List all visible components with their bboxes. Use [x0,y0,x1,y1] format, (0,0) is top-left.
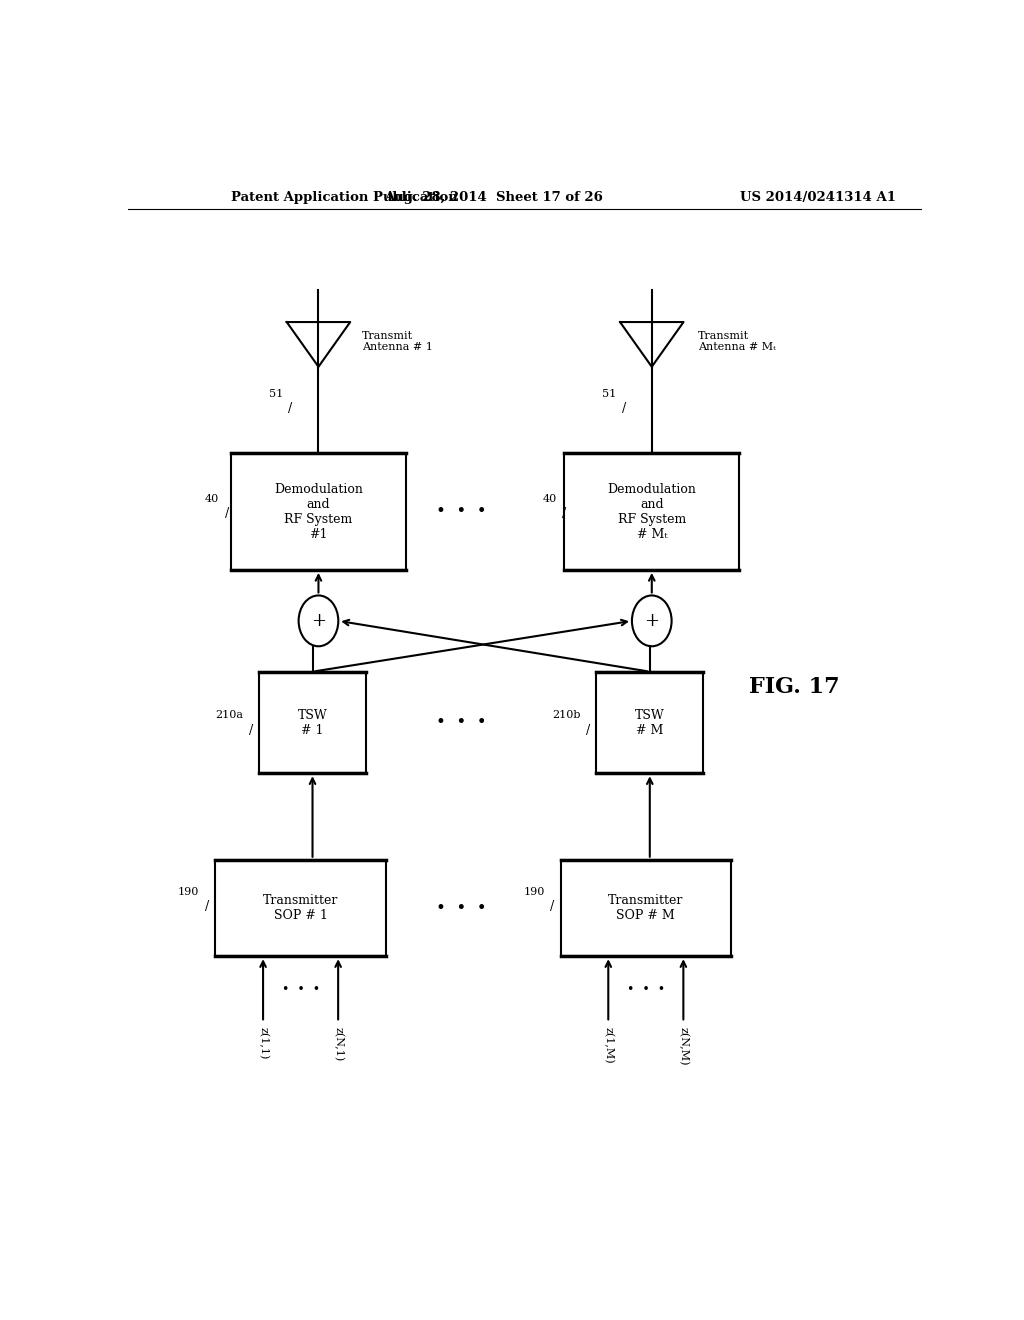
Text: Transmitter
SOP # M: Transmitter SOP # M [608,894,683,921]
Text: +: + [311,612,326,630]
Text: 210a: 210a [215,710,243,721]
Text: TSW
# M: TSW # M [635,709,665,737]
Text: +: + [644,612,659,630]
Text: 40: 40 [543,494,557,504]
Text: •  •  •: • • • [282,983,319,995]
Text: 51: 51 [268,389,283,399]
Text: /: / [225,507,229,520]
Text: •  •  •: • • • [436,900,486,917]
Text: /: / [586,723,590,737]
Bar [215,859,386,956]
Text: 190: 190 [178,887,200,898]
Bar [564,453,739,570]
Text: Demodulation
and
RF System
#1: Demodulation and RF System #1 [274,483,362,541]
Text: Transmit
Antenna # 1: Transmit Antenna # 1 [362,330,433,352]
Text: •  •  •: • • • [436,503,486,520]
Bar [231,453,406,570]
Text: /: / [205,900,209,913]
Text: /: / [249,723,253,737]
Text: /: / [562,507,566,520]
Text: z(1,M): z(1,M) [603,1027,613,1064]
Bar [596,672,703,774]
Text: FIG. 17: FIG. 17 [750,676,840,698]
Text: 190: 190 [523,887,545,898]
Text: 51: 51 [602,389,616,399]
Text: /: / [550,900,554,913]
Text: US 2014/0241314 A1: US 2014/0241314 A1 [740,190,896,203]
Text: Demodulation
and
RF System
# Mₜ: Demodulation and RF System # Mₜ [607,483,696,541]
Bar [259,672,367,774]
Text: 40: 40 [205,494,219,504]
Text: Transmitter
SOP # 1: Transmitter SOP # 1 [263,894,338,921]
Text: /: / [289,403,293,416]
Text: •  •  •: • • • [627,983,665,995]
Text: /: / [622,403,626,416]
Text: 210b: 210b [552,710,581,721]
Text: TSW
# 1: TSW # 1 [298,709,328,737]
Text: •  •  •: • • • [436,714,486,731]
Text: Patent Application Publication: Patent Application Publication [231,190,458,203]
Text: Transmit
Antenna # Mₜ: Transmit Antenna # Mₜ [697,330,775,352]
Text: z(1,1): z(1,1) [258,1027,268,1060]
Text: Aug. 28, 2014  Sheet 17 of 26: Aug. 28, 2014 Sheet 17 of 26 [384,190,602,203]
Bar [560,859,731,956]
Text: z(N,M): z(N,M) [678,1027,688,1067]
Text: z(N,1): z(N,1) [333,1027,343,1061]
